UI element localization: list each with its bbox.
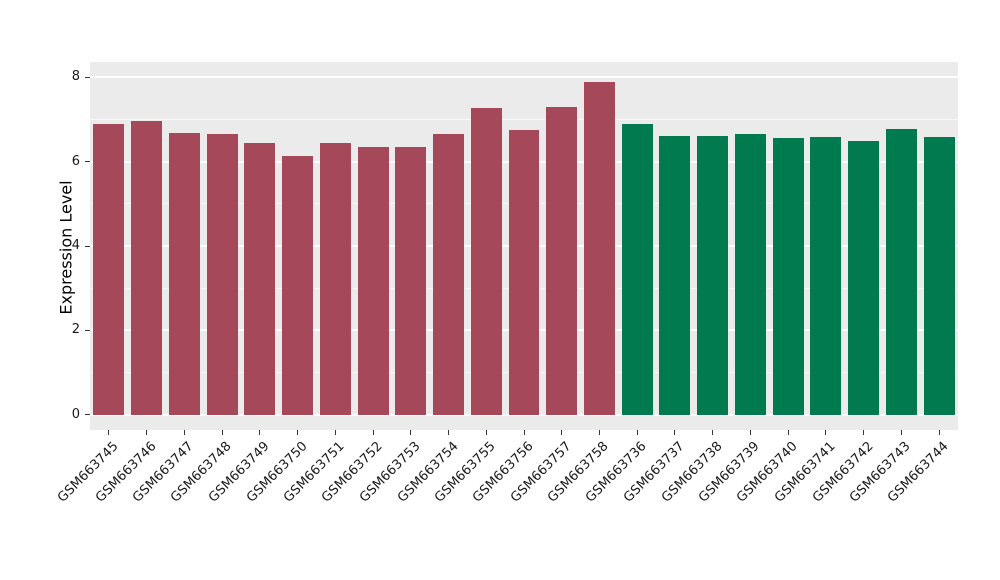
y-tick-mark [85,329,90,331]
y-tick-mark [85,76,90,78]
x-tick-mark [825,430,827,435]
x-tick-mark [636,430,638,435]
y-tick-label: 2 [71,322,80,338]
bar-GSM663742 [848,140,880,415]
y-tick-label: 6 [71,153,80,169]
bar-GSM663736 [621,123,653,415]
x-tick-mark [183,430,185,435]
bar-GSM663745 [93,124,125,415]
x-tick-mark [787,430,789,435]
bar-GSM663743 [885,129,917,415]
gridline-major [90,413,958,416]
bar-GSM663749 [244,143,276,415]
gridline-minor [90,118,958,120]
y-tick-label: 4 [71,238,80,253]
bar-GSM663754 [433,134,464,415]
x-tick-mark [372,430,374,435]
bar-GSM663741 [810,137,842,415]
bar-GSM663739 [734,134,766,415]
x-tick-mark [749,430,751,435]
x-tick-mark [334,430,336,435]
y-tick-label: 8 [71,69,80,85]
bar-GSM663737 [659,135,691,415]
x-tick-mark [485,430,487,435]
bar-GSM663757 [546,107,578,415]
y-tick-mark [85,161,90,163]
y-tick-mark [85,414,90,416]
x-tick-mark [297,430,299,435]
x-tick-mark [900,430,902,435]
plot-panel [90,62,958,430]
y-tick-label: 0 [71,406,80,422]
x-tick-mark [674,430,676,435]
bar-GSM663738 [697,135,729,415]
bar-GSM663753 [395,147,427,415]
x-tick-mark [712,430,714,435]
bar-GSM663744 [923,137,955,415]
x-tick-mark [146,430,148,435]
bar-GSM663755 [470,107,502,415]
x-tick-mark [448,430,450,435]
bar-GSM663752 [357,146,389,415]
x-tick-mark [598,430,600,435]
x-tick-mark [938,430,940,435]
bar-GSM663756 [508,130,540,415]
gridline-major [90,76,958,79]
bar-GSM663740 [772,137,804,415]
x-tick-mark [221,430,223,435]
bar-GSM663748 [206,133,238,415]
y-tick-mark [85,245,90,247]
bar-GSM663746 [131,120,163,415]
bar-GSM663751 [319,142,351,415]
bar-GSM663758 [584,82,615,415]
bar-GSM663747 [168,133,200,415]
bar-GSM663750 [282,156,314,415]
x-tick-mark [108,430,110,435]
x-tick-mark [863,430,865,435]
x-tick-mark [410,430,412,435]
x-tick-mark [561,430,563,435]
x-tick-mark [259,430,261,435]
x-tick-mark [523,430,525,435]
